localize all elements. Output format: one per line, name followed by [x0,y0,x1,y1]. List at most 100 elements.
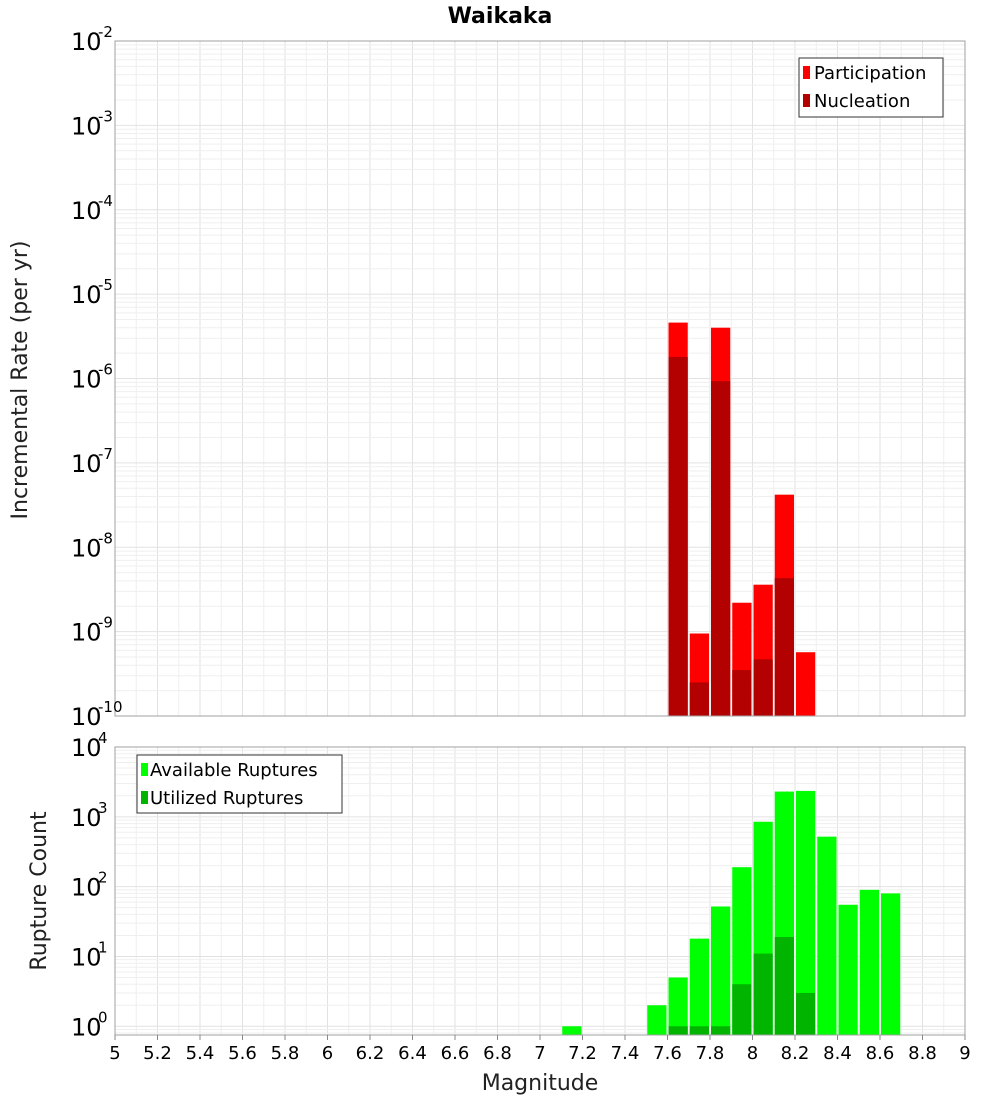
x-tick-label: 5.4 [186,1043,215,1064]
y-tick-base: 10 [71,366,102,394]
y-tick-base: 10 [71,112,102,140]
y-tick-exponent: -3 [98,107,113,125]
utilized-ruptures-bar [774,936,794,1035]
nucleation-bar [774,578,794,716]
rate-plot-frame [114,40,966,717]
available-ruptures-bar [859,889,879,1035]
rate-grid [114,40,966,717]
x-tick-label: 9 [959,1043,970,1064]
x-tick-label: 7.6 [653,1043,682,1064]
available-ruptures-bar [838,904,858,1035]
x-tick-label: 8.6 [866,1043,895,1064]
count-legend: Available Ruptures Utilized Ruptures [136,754,343,814]
x-tick-label: 6.8 [483,1043,512,1064]
utilized-ruptures-legend-label: Utilized Ruptures [150,788,303,809]
nucleation-bar [668,356,688,716]
y-tick-base: 10 [71,734,102,762]
participation-legend-swatch [803,66,810,79]
available-ruptures-bar [796,790,816,1035]
y-tick-base: 10 [71,874,102,902]
y-tick-base: 10 [71,197,102,225]
x-tick-label: 6.2 [356,1043,385,1064]
nucleation-bar [753,659,773,716]
x-tick-label: 8.8 [908,1043,937,1064]
participation-bar [796,652,816,716]
nucleation-legend-swatch [803,94,810,107]
rate-panel: 10-210-310-410-510-610-710-810-910-10 In… [8,23,966,731]
utilized-ruptures-bar [753,953,773,1035]
nucleation-bar [732,670,752,716]
y-tick-base: 10 [71,28,102,56]
available-ruptures-bar [668,977,688,1035]
utilized-ruptures-bar [668,1026,688,1035]
x-tick-label: 5.6 [228,1043,257,1064]
y-tick-exponent: -6 [98,361,113,379]
rate-legend: Participation Nucleation [798,57,944,118]
utilized-ruptures-legend-swatch [141,791,148,804]
y-tick-exponent: -2 [98,23,113,41]
available-ruptures-legend-label: Available Ruptures [150,760,318,781]
count-y-tick-label: 104 [71,729,108,762]
count-y-axis-label: Rupture Count [27,811,52,971]
nucleation-bar [711,381,731,716]
nucleation-legend-label: Nucleation [814,91,910,112]
participation-legend-label: Participation [814,63,926,84]
count-y-tick-label: 102 [71,869,108,902]
y-tick-exponent: -9 [98,614,113,632]
rate-y-tick-label: 10-6 [71,361,113,394]
x-tick-label: 7.4 [611,1043,640,1064]
rate-y-tick-label: 10-8 [71,529,113,562]
y-tick-exponent: -7 [98,445,113,463]
y-tick-exponent: -8 [98,529,113,547]
utilized-ruptures-bar [711,1026,731,1035]
x-axis-label: Magnitude [482,1071,599,1096]
count-y-tick-label: 103 [71,799,108,832]
y-tick-base: 10 [71,534,102,562]
rate-bars [668,322,816,716]
rate-legend-box [798,57,944,118]
available-ruptures-bar [817,836,837,1035]
chart-title: Waikaka [448,4,553,29]
x-tick-label: 5.8 [271,1043,300,1064]
utilized-ruptures-bar [689,1026,709,1035]
y-tick-exponent: -10 [98,698,123,716]
y-tick-exponent: -4 [98,192,113,210]
x-tick-label: 6.6 [441,1043,470,1064]
x-tick-label: 7 [534,1043,545,1064]
y-tick-exponent: 3 [98,799,108,817]
rate-y-tick-label: 10-2 [71,23,113,56]
rate-y-tick-label: 10-7 [71,445,113,478]
rate-y-ticks: 10-210-310-410-510-610-710-810-910-10 [71,23,123,731]
rate-y-tick-label: 10-5 [71,276,113,309]
y-tick-exponent: 4 [98,729,108,747]
x-tick-label: 8 [747,1043,758,1064]
y-tick-base: 10 [71,450,102,478]
x-tick-label: 5.2 [143,1043,172,1064]
available-ruptures-bar [647,1005,667,1035]
available-ruptures-bar [562,1026,582,1035]
count-y-tick-label: 101 [71,938,108,971]
count-x-ticks: 5 5.2 5.4 5.6 5.8 6 6.2 6.4 6.6 6.8 7 7.2 7.4 7.6 7.8 8… [109,1035,971,1064]
utilized-ruptures-bar [732,984,752,1035]
x-tick-label: 6 [322,1043,333,1064]
available-ruptures-bar [689,938,709,1035]
x-tick-label: 7.2 [568,1043,597,1064]
count-legend-box [136,754,343,814]
available-ruptures-legend-swatch [141,763,148,776]
count-bars [562,790,901,1035]
rate-y-axis-label: Incremental Rate (per yr) [8,241,33,520]
y-tick-base: 10 [71,703,102,731]
y-tick-exponent: -5 [98,276,113,294]
y-tick-base: 10 [71,619,102,647]
rate-y-tick-label: 10-10 [71,698,123,731]
nucleation-bar [689,682,709,716]
x-tick-label: 5 [109,1043,120,1064]
available-ruptures-bar [881,893,901,1035]
available-ruptures-bar [711,906,731,1035]
utilized-ruptures-bar [796,992,816,1035]
rate-y-tick-label: 10-9 [71,614,113,647]
count-y-tick-label: 100 [71,1008,108,1041]
y-tick-exponent: 1 [98,938,108,956]
